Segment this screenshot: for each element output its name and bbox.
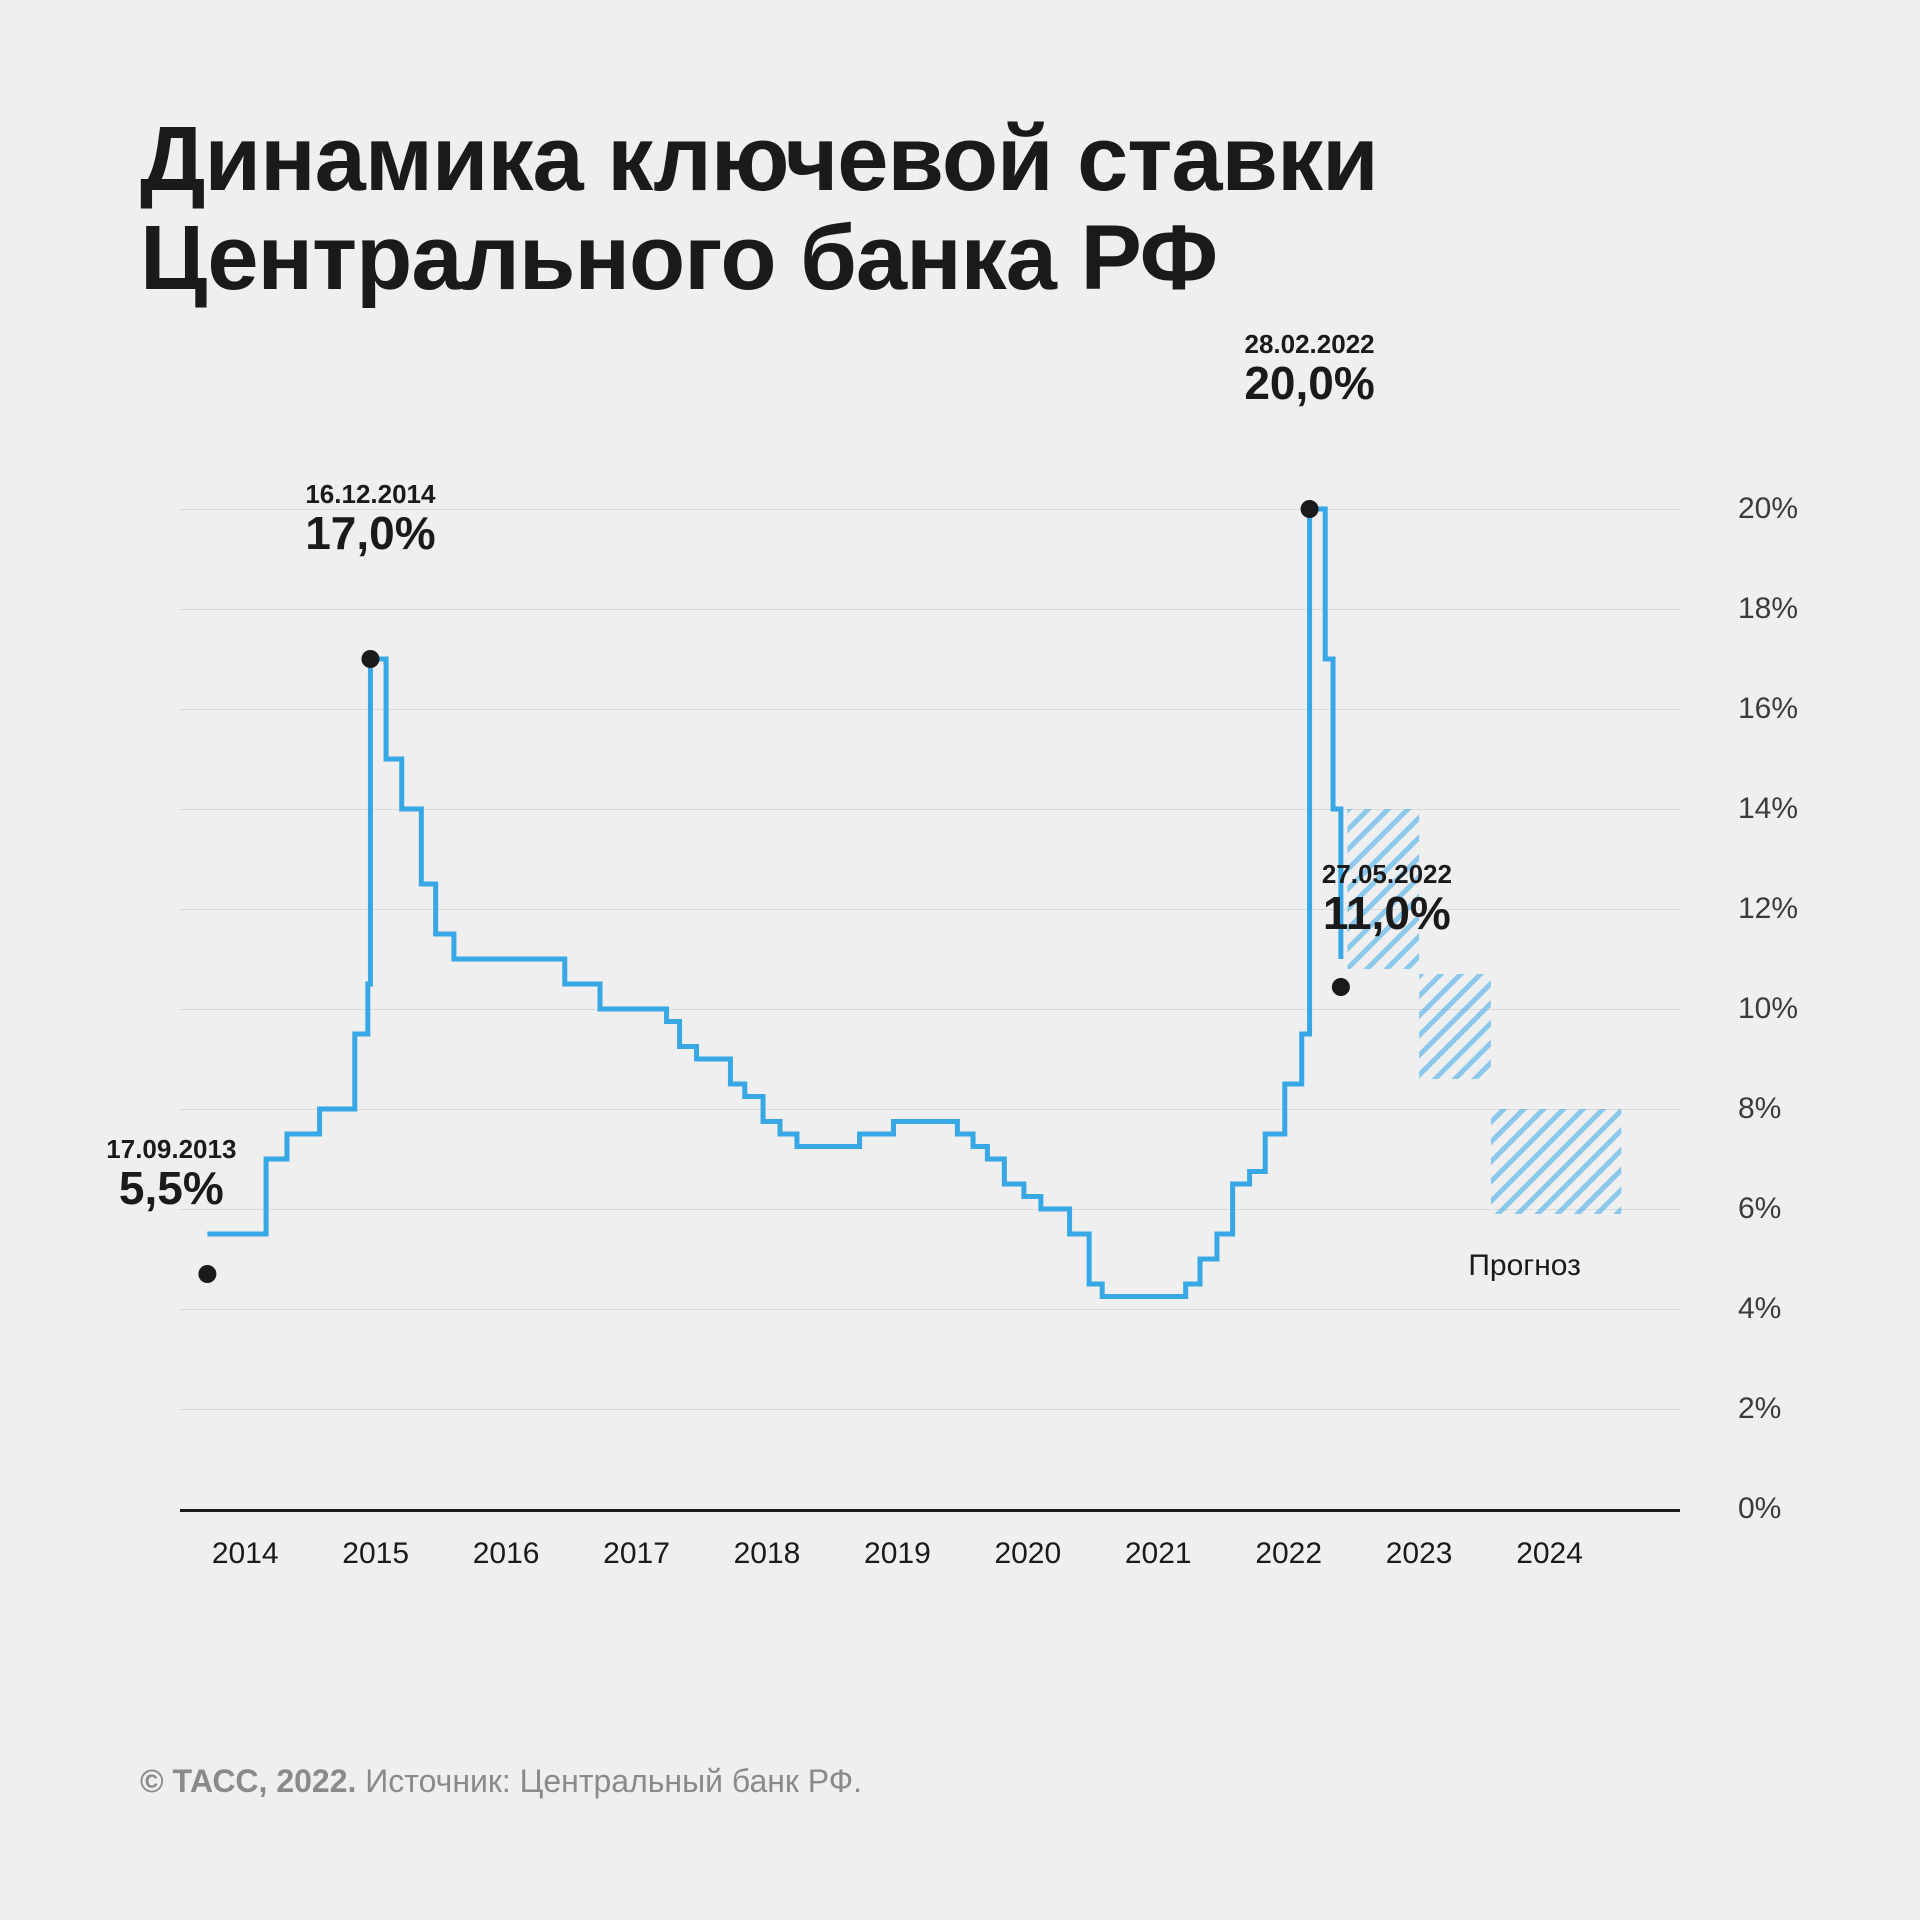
callout: 28.02.2022 20,0% [1244,330,1374,409]
chart: 0% 2% 4% 6% 8% 10% 12% 14% 16% 18% 20% 2014 2015 2016… [140,369,1800,1629]
x-tick-label: 2019 [864,1537,931,1571]
data-marker [1332,978,1350,996]
callout-value: 17,0% [305,508,435,559]
line-series [180,509,1680,1509]
x-axis-line [180,1509,1680,1512]
y-tick-label: 6% [1738,1192,1781,1226]
y-tick-label: 18% [1738,592,1798,626]
chart-title: Динамика ключевой ставки Центрального ба… [140,110,1800,309]
x-tick-label: 2017 [603,1537,670,1571]
y-tick-label: 4% [1738,1292,1781,1326]
callout: 27.05.2022 11,0% [1322,860,1452,939]
x-tick-label: 2018 [734,1537,801,1571]
callout-value: 20,0% [1244,358,1374,409]
callout-date: 27.05.2022 [1322,860,1452,889]
callout: 16.12.2014 17,0% [305,480,435,559]
y-tick-label: 12% [1738,892,1798,926]
x-tick-label: 2020 [994,1537,1061,1571]
x-tick-label: 2016 [473,1537,540,1571]
source-text: Источник: Центральный банк РФ. [365,1763,862,1799]
x-tick-label: 2014 [212,1537,279,1571]
source-footer: © ТАСС, 2022. Источник: Центральный банк… [140,1763,862,1800]
title-line2: Центрального банка РФ [140,207,1217,309]
x-tick-label: 2022 [1255,1537,1322,1571]
forecast-label: Прогноз [1468,1249,1581,1283]
callout-date: 28.02.2022 [1244,330,1374,359]
data-marker [198,1265,216,1283]
callout-date: 16.12.2014 [305,480,435,509]
x-tick-label: 2024 [1516,1537,1583,1571]
copyright: © ТАСС, 2022. [140,1763,356,1799]
plot-area: 0%2%4%6%8%10%12%14%16%18%20%201420152016… [180,509,1680,1509]
callout: 17.09.2013 5,5% [106,1135,236,1214]
callout-value: 11,0% [1322,888,1452,939]
y-tick-label: 0% [1738,1492,1781,1526]
x-tick-label: 2023 [1386,1537,1453,1571]
data-marker [361,650,379,668]
y-tick-label: 2% [1738,1392,1781,1426]
data-marker [1301,500,1319,518]
forecast-box [1419,974,1491,1079]
y-tick-label: 14% [1738,792,1798,826]
x-tick-label: 2015 [342,1537,409,1571]
y-tick-label: 16% [1738,692,1798,726]
title-line1: Динамика ключевой ставки [140,108,1378,210]
callout-value: 5,5% [106,1163,236,1214]
y-tick-label: 20% [1738,492,1798,526]
x-tick-label: 2021 [1125,1537,1192,1571]
callout-date: 17.09.2013 [106,1135,236,1164]
forecast-box [1491,1109,1621,1214]
y-tick-label: 8% [1738,1092,1781,1126]
y-tick-label: 10% [1738,992,1798,1026]
